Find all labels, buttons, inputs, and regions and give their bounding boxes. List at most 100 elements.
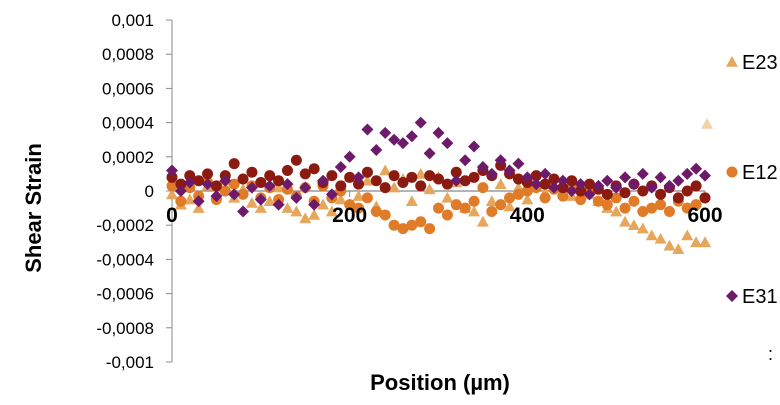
- legend-label: E31: [742, 286, 778, 308]
- data-point: [468, 140, 481, 153]
- data-point: [512, 173, 524, 185]
- data-point: [539, 167, 552, 180]
- data-point: [459, 154, 472, 167]
- data-point: [539, 192, 551, 204]
- data-point: [619, 171, 632, 184]
- data-point: [476, 215, 489, 227]
- data-point: [184, 170, 196, 182]
- data-point: [601, 188, 613, 200]
- data-point: [646, 202, 658, 214]
- legend-label: E23: [742, 52, 778, 74]
- legend-stray-marker: [701, 118, 713, 129]
- data-point: [388, 133, 401, 146]
- data-point: [344, 199, 356, 211]
- data-point: [486, 206, 498, 218]
- data-point: [654, 171, 667, 184]
- data-point: [344, 171, 356, 183]
- data-point: [672, 243, 685, 254]
- data-point: [450, 174, 463, 187]
- series-e31: [166, 116, 711, 218]
- data-point: [414, 167, 427, 179]
- x-tick-labels: 0 200 400 600: [166, 204, 722, 227]
- data-point: [290, 205, 303, 217]
- data-point: [485, 195, 498, 207]
- y-tick-label: -0,001: [106, 353, 154, 372]
- data-point: [281, 202, 294, 213]
- x-tick-label: 600: [687, 204, 722, 227]
- data-point: [406, 219, 418, 231]
- data-point: [592, 195, 604, 207]
- data-point: [379, 182, 391, 194]
- data-point: [610, 205, 623, 217]
- y-tick-marks: [166, 19, 172, 363]
- data-point: [583, 188, 596, 201]
- data-point: [343, 150, 356, 163]
- data-point: [414, 116, 427, 129]
- data-point: [237, 205, 250, 218]
- data-point: [361, 123, 374, 136]
- data-point: [477, 182, 489, 194]
- data-point: [645, 181, 658, 194]
- y-tick-label: -0,0006: [96, 285, 154, 304]
- data-point: [495, 199, 507, 211]
- data-point: [166, 188, 178, 200]
- data-point: [441, 191, 454, 203]
- data-point: [193, 175, 205, 187]
- data-point: [690, 180, 702, 192]
- data-point: [494, 154, 507, 167]
- data-point: [397, 223, 409, 235]
- data-point: [512, 188, 524, 200]
- data-point: [396, 137, 409, 150]
- data-point: [575, 194, 587, 206]
- data-point: [317, 198, 330, 210]
- y-tick-label: 0,0004: [102, 114, 154, 133]
- data-point: [166, 171, 178, 183]
- data-point: [264, 170, 276, 182]
- data-point: [370, 206, 382, 218]
- data-point: [219, 174, 232, 187]
- data-point: [521, 171, 534, 184]
- data-point: [556, 174, 569, 187]
- data-point: [557, 182, 569, 194]
- data-point: [201, 178, 214, 191]
- data-point: [388, 219, 400, 231]
- data-point: [619, 202, 631, 214]
- data-point: [468, 205, 481, 217]
- data-point: [610, 181, 623, 194]
- data-point: [619, 215, 632, 227]
- data-point: [548, 173, 560, 185]
- y-tick-labels: 0,001 0,0008 0,0006 0,0004 0,0002 0 -0,0002 -0,…: [96, 11, 154, 372]
- data-point: [574, 178, 587, 191]
- data-point: [672, 192, 684, 204]
- data-point: [503, 200, 516, 212]
- data-point: [459, 202, 471, 214]
- data-point: [547, 181, 560, 194]
- data-point: [637, 185, 649, 197]
- data-point: [308, 208, 321, 220]
- data-point: [290, 154, 302, 166]
- legend-marker: [726, 166, 738, 178]
- data-point: [281, 164, 293, 176]
- data-point: [504, 192, 516, 204]
- data-point: [210, 180, 222, 192]
- data-point: [503, 164, 516, 177]
- data-point: [175, 195, 187, 207]
- data-point: [512, 181, 525, 193]
- data-point: [272, 181, 285, 193]
- data-point: [450, 199, 462, 211]
- data-point: [183, 176, 196, 189]
- x-axis-title: Position (µm): [370, 370, 510, 395]
- legend-marker: [726, 56, 738, 67]
- data-point: [388, 181, 401, 193]
- data-point: [379, 164, 392, 176]
- data-point: [637, 206, 649, 218]
- data-point: [245, 196, 258, 208]
- y-tick-label: 0,0006: [102, 79, 154, 98]
- data-point: [655, 188, 667, 200]
- data-point: [681, 202, 693, 214]
- data-point: [317, 174, 330, 187]
- data-point: [299, 168, 311, 180]
- data-point: [655, 199, 667, 211]
- data-point: [468, 171, 480, 183]
- data-point: [636, 222, 649, 234]
